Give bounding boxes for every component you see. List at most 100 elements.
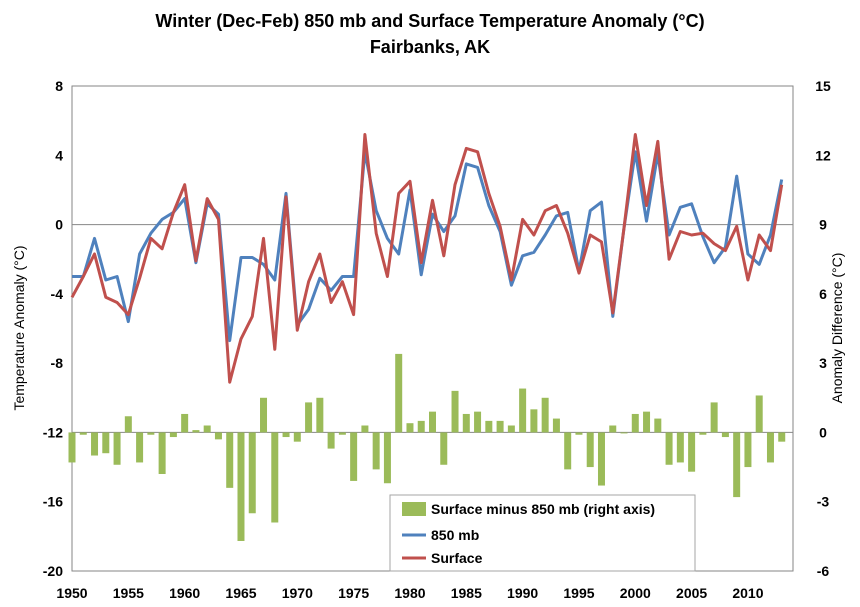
bar-diff (586, 432, 594, 468)
x-tick-label: 1955 (113, 585, 144, 601)
bar-diff (462, 413, 470, 433)
y2-tick-label: 15 (815, 78, 831, 94)
bar-diff (316, 397, 324, 433)
bar-diff (417, 420, 425, 433)
legend: Surface minus 850 mb (right axis) 850 mb… (389, 494, 696, 572)
bar-diff (113, 432, 121, 465)
bar-diff (214, 432, 222, 440)
y-tick-label: 0 (55, 217, 63, 233)
bar-diff (676, 432, 684, 463)
bar-diff (372, 432, 380, 470)
legend-swatch-diff (402, 502, 426, 516)
bar-diff (474, 411, 482, 433)
bar-diff (282, 432, 290, 438)
x-tick-label: 2005 (676, 585, 707, 601)
bar-diff (654, 418, 662, 433)
bar-diff (68, 432, 76, 463)
bar-diff (136, 432, 144, 463)
bar-diff (485, 420, 493, 433)
y-axis-right: 15 12 9 6 3 0 -3 -6 (815, 78, 831, 579)
y-axis-label: Temperature Anomaly (°C) (11, 245, 27, 410)
bar-diff (91, 432, 99, 456)
bar-diff (440, 432, 448, 465)
y-tick-label: -8 (51, 355, 64, 371)
bar-diff (102, 432, 110, 454)
bar-diff (620, 432, 628, 434)
legend-label-850mb: 850 mb (431, 527, 479, 543)
y-tick-label: -20 (43, 563, 63, 579)
bar-diff (305, 402, 313, 433)
chart-title: Winter (Dec-Feb) 850 mb and Surface Temp… (155, 11, 704, 31)
y-tick-label: -12 (43, 424, 63, 440)
bar-diff (271, 432, 279, 523)
x-tick-label: 2000 (620, 585, 651, 601)
bar-diff (350, 432, 358, 481)
legend-label-surface: Surface (431, 550, 483, 566)
bar-diff (383, 432, 391, 484)
chart-subtitle: Fairbanks, AK (370, 37, 490, 57)
bar-diff (395, 353, 403, 433)
y2-tick-label: 9 (819, 217, 827, 233)
bar-diff (496, 420, 504, 433)
bar-diff (755, 395, 763, 433)
bar-diff (429, 411, 436, 433)
bar-diff (597, 432, 605, 486)
x-tick-label: 1965 (225, 585, 256, 601)
bar-diff (631, 413, 639, 433)
bar-diff (361, 425, 369, 433)
x-tick-label: 2010 (732, 585, 763, 601)
bar-diff (519, 388, 527, 433)
bar-diff (406, 423, 414, 433)
bar-diff (733, 432, 741, 498)
y-tick-label: -16 (43, 494, 63, 510)
bar-diff (327, 432, 335, 449)
bar-diff (192, 430, 200, 433)
line-series (70, 133, 784, 384)
x-tick-label: 1985 (451, 585, 482, 601)
bar-diff (699, 432, 707, 435)
legend-label-diff: Surface minus 850 mb (right axis) (431, 501, 655, 517)
bar-diff (203, 425, 211, 433)
bar-diff (451, 390, 459, 433)
bar-diff (665, 432, 673, 465)
bar-diff (169, 432, 177, 438)
y2-tick-label: 3 (819, 355, 827, 371)
line-surface (70, 133, 784, 384)
bar-diff (643, 411, 651, 433)
bar-diff (226, 432, 234, 488)
y2-tick-label: 0 (819, 424, 827, 440)
bar-diff (609, 425, 617, 433)
bar-diff (181, 413, 189, 433)
x-tick-label: 1970 (282, 585, 313, 601)
bar-diff (158, 432, 166, 474)
x-tick-label: 1980 (394, 585, 425, 601)
bar-diff (507, 425, 515, 433)
bar-diff (293, 432, 301, 442)
bar-diff (541, 397, 549, 433)
bar-diff (564, 432, 572, 470)
y2-tick-label: 12 (815, 147, 831, 163)
bar-diff (778, 432, 786, 442)
x-axis: 1950 1955 1960 1965 1970 1975 1980 1985 1990 1995… (56, 585, 763, 601)
bar-diff (575, 432, 583, 435)
bar-diff (237, 432, 245, 541)
bar-diff (338, 432, 346, 435)
bar-diff (248, 432, 256, 514)
y2-tick-label: 6 (819, 286, 827, 302)
y-axis-left: 8 4 0 -4 -8 -12 -16 -20 (43, 78, 63, 579)
y-tick-label: -4 (51, 286, 64, 302)
bar-diff (260, 397, 268, 433)
bar-diff (744, 432, 752, 468)
bar-series (68, 353, 786, 541)
legend-box (389, 494, 696, 572)
y2-tick-label: -3 (817, 494, 830, 510)
y2-tick-label: -6 (817, 563, 830, 579)
bar-diff (147, 432, 155, 435)
bar-diff (124, 416, 132, 433)
x-tick-label: 1995 (563, 585, 594, 601)
x-tick-label: 1975 (338, 585, 369, 601)
bar-diff (721, 432, 729, 438)
x-tick-label: 1950 (56, 585, 87, 601)
bar-diff (766, 432, 774, 463)
